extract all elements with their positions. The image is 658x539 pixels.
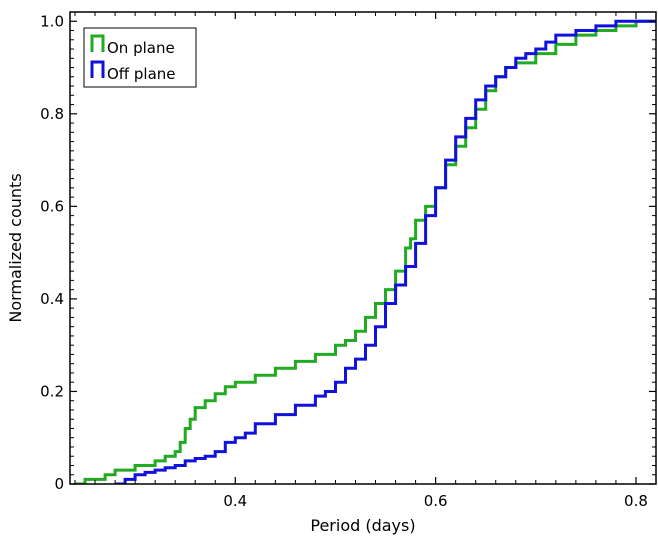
y-tick-label: 0 [54, 475, 64, 493]
y-axis-label: Normalized counts [6, 173, 25, 322]
x-tick-label: 0.4 [223, 492, 247, 510]
y-tick-label: 0.8 [40, 105, 64, 123]
plot-frame [69, 11, 657, 485]
x-axis-label: Period (days) [310, 516, 415, 535]
legend-symbol-off-plane [90, 60, 105, 78]
x-tick-label: 0.8 [624, 492, 648, 510]
x-tick-label: 0.6 [424, 492, 448, 510]
series-line-on-plane [75, 19, 656, 484]
y-tick-label: 1.0 [40, 12, 64, 30]
axes-ticks: 0.4 0.6 0.8 0 0.2 0.4 0.6 0.8 1.0 [40, 12, 657, 510]
series-line-off-plane [115, 19, 656, 484]
y-tick-label: 0.2 [40, 382, 64, 400]
y-tick-label: 0.6 [40, 197, 64, 215]
legend-label-on-plane: On plane [107, 39, 175, 57]
legend-symbol-on-plane [90, 34, 105, 52]
plot-area [75, 19, 656, 484]
y-tick-label: 0.4 [40, 290, 64, 308]
legend: On plane Off plane [83, 27, 197, 88]
legend-label-off-plane: Off plane [107, 65, 176, 83]
